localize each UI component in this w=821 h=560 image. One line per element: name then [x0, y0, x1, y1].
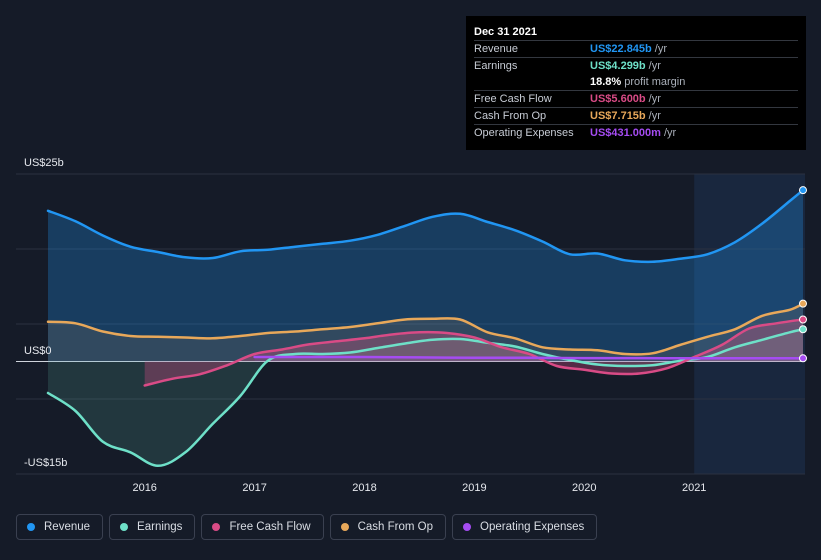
revenue-area	[48, 190, 803, 362]
x-tick-label: 2017	[242, 482, 266, 494]
revenue-end-dot	[799, 186, 807, 195]
legend-item-operating-expenses[interactable]: Operating Expenses	[452, 514, 598, 540]
tooltip-row-cfo: Cash From Op US$7.715b /yr	[474, 107, 798, 124]
revenue-line	[46, 188, 805, 264]
tooltip-value: US$22.845b	[590, 43, 652, 55]
y-label-zero: US$0	[24, 345, 52, 357]
tooltip-label: Free Cash Flow	[474, 93, 552, 105]
tooltip-value: US$5.600b	[590, 93, 646, 105]
cash-from-op-line	[46, 302, 805, 356]
tooltip-label: Cash From Op	[474, 110, 547, 122]
end-dots	[799, 186, 807, 363]
free-cash-flow-end-dot	[799, 315, 807, 324]
x-tick-label: 2016	[132, 482, 156, 494]
legend-label: Cash From Op	[357, 521, 434, 533]
x-axis-ticks: 2016 2017 2018 2019 2020 2021	[132, 482, 706, 494]
chart: US$25b US$0 -US$15b 2016 2017 2018 2019 2020…	[16, 157, 807, 494]
x-tick-label: 2020	[572, 482, 596, 494]
tooltip-row-earnings: Earnings US$4.299b /yr	[474, 57, 798, 74]
y-label-top: US$25b	[24, 157, 64, 169]
x-tick-label: 2021	[682, 482, 706, 494]
tooltip-unit: /yr	[654, 43, 667, 55]
legend-item-free-cash-flow[interactable]: Free Cash Flow	[201, 514, 324, 540]
free-cash-flow-line	[143, 318, 805, 387]
free-cash-flow-area	[144, 319, 803, 386]
legend-label: Free Cash Flow	[229, 521, 311, 533]
profit-margin-value: 18.8%	[590, 76, 622, 88]
tooltip-label: Earnings	[474, 60, 518, 72]
tooltip-unit: /yr	[648, 93, 661, 105]
tooltip-label: Revenue	[474, 43, 519, 55]
cash-from-op-end-dot	[799, 299, 807, 308]
tooltip-row-fcf: Free Cash Flow US$5.600b /yr	[474, 90, 798, 107]
tooltip-row-opex: Operating Expenses US$431.000m /yr	[474, 124, 798, 141]
x-tick-label: 2019	[462, 482, 486, 494]
legend-item-revenue[interactable]: Revenue	[16, 514, 104, 540]
profit-margin-text: profit margin	[624, 76, 686, 88]
tooltip-value: US$7.715b	[590, 110, 646, 122]
operating-expenses-end-dot	[799, 354, 807, 363]
series-areas	[48, 190, 804, 466]
legend-dot-icon	[27, 523, 35, 531]
earnings-end-dot	[799, 325, 807, 334]
tooltip-unit: /yr	[648, 110, 661, 122]
tooltip-value: US$4.299b	[590, 60, 646, 72]
tooltip-date: Dec 31 2021	[474, 26, 537, 38]
legend-item-cash-from-op[interactable]: Cash From Op	[329, 514, 447, 540]
y-label-bottom: -US$15b	[24, 457, 67, 469]
legend-label: Earnings	[137, 521, 183, 533]
legend-dot-icon	[212, 523, 221, 531]
legend-label: Operating Expenses	[480, 521, 585, 533]
legend-item-earnings[interactable]: Earnings	[109, 514, 196, 540]
legend-dot-icon	[340, 523, 349, 531]
tooltip-label: Operating Expenses	[474, 127, 574, 139]
tooltip-row-revenue: Revenue US$22.845b /yr	[474, 40, 798, 57]
legend-dot-icon	[120, 523, 129, 531]
tooltip-unit: /yr	[648, 60, 661, 72]
earnings-area	[48, 329, 803, 466]
tooltip-row-margin: 18.8% profit margin	[474, 74, 798, 90]
legend-dot-icon	[463, 523, 472, 531]
tooltip-panel: Dec 31 2021 Revenue US$22.845b /yr Earni…	[466, 16, 806, 150]
legend-label: Revenue	[44, 521, 91, 533]
operating-expenses-line	[253, 355, 805, 360]
series-lines	[46, 188, 805, 468]
x-tick-label: 2018	[352, 482, 376, 494]
tooltip-value: US$431.000m	[590, 127, 661, 139]
tooltip-unit: /yr	[663, 127, 677, 139]
legend: Revenue Earnings Free Cash Flow Cash Fro…	[16, 514, 598, 540]
